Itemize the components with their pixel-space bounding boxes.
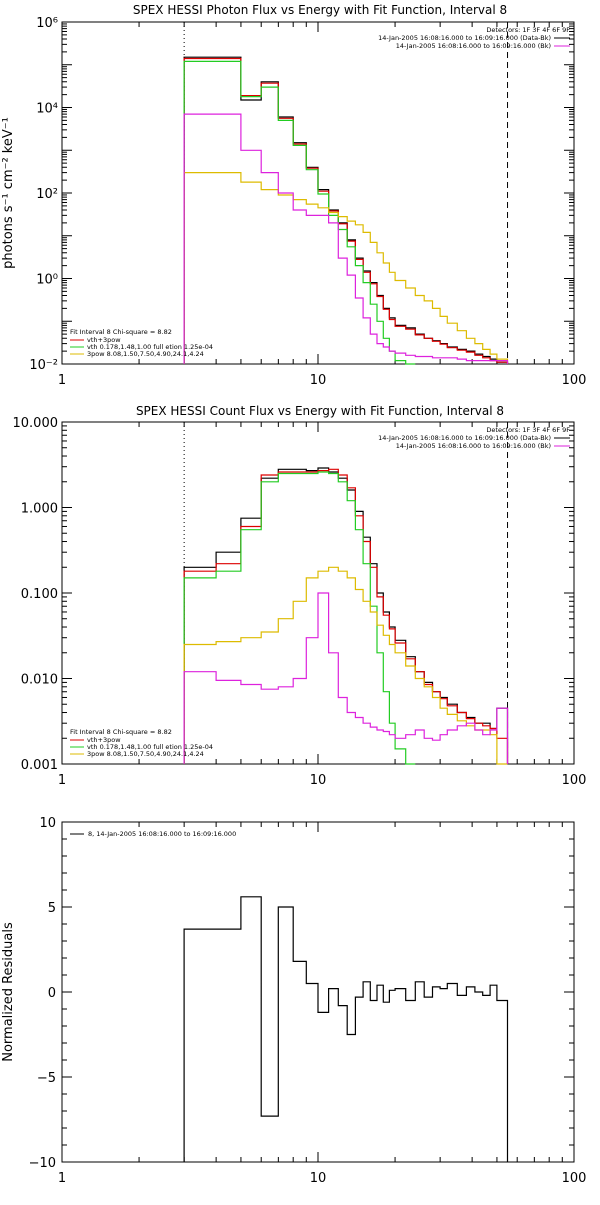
series-lines	[183, 422, 509, 765]
residuals-panel: Normalized Residuals 1 10 100 −10 −5 0 5 10 8, …	[1, 816, 586, 1186]
y-tick-label: −10	[29, 1156, 56, 1171]
y-tick-label: 0	[48, 986, 56, 1001]
axis-ticks: 1 10 100 0.001 0.010 0.100 1.000 10.000	[13, 416, 587, 788]
y-tick-label: 0.001	[21, 758, 58, 773]
series-magenta	[183, 592, 509, 764]
series-magenta	[183, 113, 509, 364]
y-tick-label: 10⁴	[36, 102, 58, 117]
legend-header: Fit Interval 8 Chi-square = 8.82	[70, 328, 172, 336]
legend-entry: 14-Jan-2005 16:08:16.000 to 16:09:16.000…	[378, 434, 551, 442]
x-tick-label: 100	[562, 773, 587, 788]
legend-top: Detectors: 1F 3F 4F 6F 9F 14-Jan-2005 16…	[378, 26, 570, 50]
series-total	[183, 57, 509, 364]
y-tick-label: 10.000	[13, 416, 59, 431]
y-tick-label: 10⁰	[36, 273, 58, 288]
x-tick-label: 10	[310, 1171, 327, 1186]
panel-title: SPEX HESSI Photon Flux vs Energy with Fi…	[133, 3, 507, 17]
y-tick-label: 10²	[36, 187, 58, 202]
photon-flux-panel: SPEX HESSI Photon Flux vs Energy with Fi…	[1, 3, 586, 388]
legend-entry: 3pow 8.08,1.50,7.50,4.90,24.1,4.24	[87, 750, 204, 758]
y-tick-label: 5	[48, 901, 56, 916]
legend-top: 8, 14-Jan-2005 16:08:16.000 to 16:09:16.…	[70, 830, 236, 838]
series-vth	[183, 471, 416, 765]
x-tick-label: 10	[310, 773, 327, 788]
y-axis-label: Normalized Residuals	[1, 922, 16, 1062]
y-tick-label: 10	[39, 816, 56, 831]
series-residuals	[183, 896, 509, 1162]
x-tick-label: 10	[310, 373, 327, 388]
series-3pow	[183, 566, 508, 765]
y-axis-label: photons s⁻¹ cm⁻² keV⁻¹	[1, 117, 16, 269]
count-flux-panel: SPEX HESSI Count Flux vs Energy with Fit…	[13, 404, 587, 788]
series-data	[183, 467, 509, 764]
legend-header: Detectors: 1F 3F 4F 6F 9F	[486, 426, 570, 434]
legend-entry: 14-Jan-2005 16:08:16.000 to 16:09:16.000…	[396, 42, 551, 50]
y-tick-label: 0.010	[21, 673, 58, 688]
series-3pow	[183, 172, 509, 364]
series-lines	[183, 22, 509, 365]
legend-entry: 3pow 8.08,1.50,7.50,4.90,24.1,4.24	[87, 350, 204, 358]
axis-ticks: 1 10 100 10⁻² 10⁰ 10² 10⁴ 10⁶	[29, 16, 586, 388]
x-tick-label: 1	[58, 773, 66, 788]
y-tick-label: 1.000	[21, 502, 58, 517]
y-tick-label: 10⁻²	[29, 358, 58, 373]
legend-entry: 14-Jan-2005 16:08:16.000 to 16:09:16.000…	[378, 34, 551, 42]
legend-top: Detectors: 1F 3F 4F 6F 9F 14-Jan-2005 16…	[378, 426, 570, 450]
x-tick-label: 100	[562, 373, 587, 388]
y-tick-label: 10⁶	[36, 16, 58, 31]
x-tick-label: 1	[58, 373, 66, 388]
legend-header: Detectors: 1F 3F 4F 6F 9F	[486, 26, 570, 34]
legend-bottom: Fit Interval 8 Chi-square = 8.82 vth+3po…	[70, 728, 213, 758]
series-total	[183, 468, 509, 764]
x-tick-label: 100	[562, 1171, 587, 1186]
panel-title: SPEX HESSI Count Flux vs Energy with Fit…	[136, 404, 504, 418]
series-data	[183, 56, 509, 364]
series-vth	[183, 60, 416, 365]
legend-entry: vth 0.178,1.48,1.00 full etion 1.25e-04	[87, 743, 213, 751]
legend-entry: vth 0.178,1.48,1.00 full etion 1.25e-04	[87, 343, 213, 351]
legend-entry: vth+3pow	[87, 336, 121, 344]
axis-ticks: 1 10 100 −10 −5 0 5 10	[29, 816, 587, 1186]
legend-bottom: Fit Interval 8 Chi-square = 8.82 vth+3po…	[70, 328, 213, 358]
y-tick-label: 0.100	[21, 587, 58, 602]
y-tick-label: −5	[37, 1071, 56, 1086]
series-lines	[183, 896, 509, 1162]
legend-entry: 14-Jan-2005 16:08:16.000 to 16:09:16.000…	[396, 442, 551, 450]
legend-entry: vth+3pow	[87, 736, 121, 744]
legend-header: Fit Interval 8 Chi-square = 8.82	[70, 728, 172, 736]
x-tick-label: 1	[58, 1171, 66, 1186]
legend-entry: 8, 14-Jan-2005 16:08:16.000 to 16:09:16.…	[88, 830, 236, 838]
